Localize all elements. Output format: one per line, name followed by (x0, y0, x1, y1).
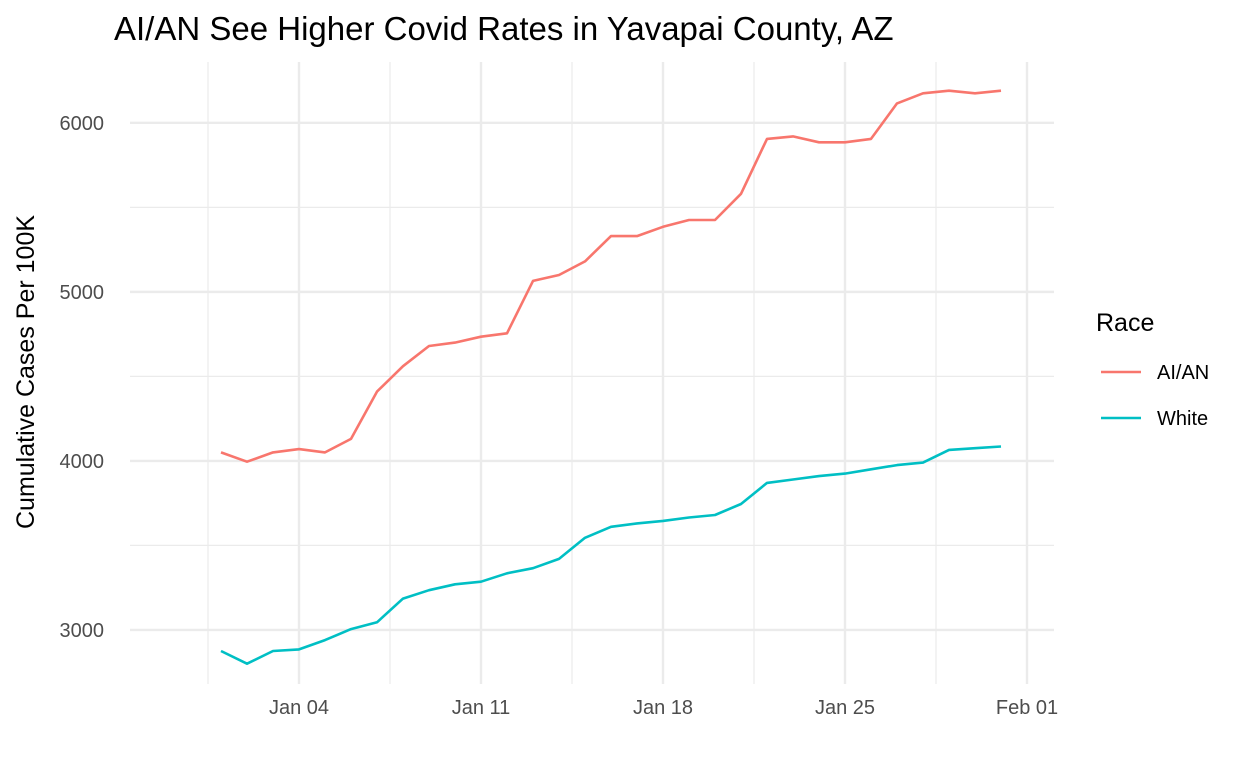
legend-label-ai-an: AI/AN (1157, 362, 1209, 384)
x-axis-tick-labels: Jan 04 Jan 11 Jan 18 Jan 25 Feb 01 (269, 697, 1058, 719)
legend-label-white: White (1157, 408, 1208, 430)
y-tick-label: 3000 (60, 620, 105, 642)
y-axis-tick-labels: 3000 4000 5000 6000 (60, 113, 105, 642)
x-tick-label: Jan 25 (815, 697, 875, 719)
x-tick-label: Feb 01 (996, 697, 1058, 719)
y-tick-label: 6000 (60, 113, 105, 135)
y-axis-title: Cumulative Cases Per 100K (12, 215, 40, 529)
x-tick-label: Jan 04 (269, 697, 329, 719)
x-tick-label: Jan 11 (452, 697, 511, 719)
series-lines (220, 89, 1002, 666)
x-tick-label: Jan 18 (633, 697, 693, 719)
series-line-white (220, 445, 1002, 666)
minor-gridlines (130, 62, 1054, 684)
y-tick-label: 4000 (60, 451, 105, 473)
major-gridlines (130, 62, 1054, 684)
y-tick-label: 5000 (60, 282, 105, 304)
chart-title: AI/AN See Higher Covid Rates in Yavapai … (114, 10, 894, 47)
legend: Race AI/AN White (1096, 309, 1209, 430)
series-line-ai-an (220, 89, 1002, 464)
legend-title: Race (1096, 309, 1154, 337)
